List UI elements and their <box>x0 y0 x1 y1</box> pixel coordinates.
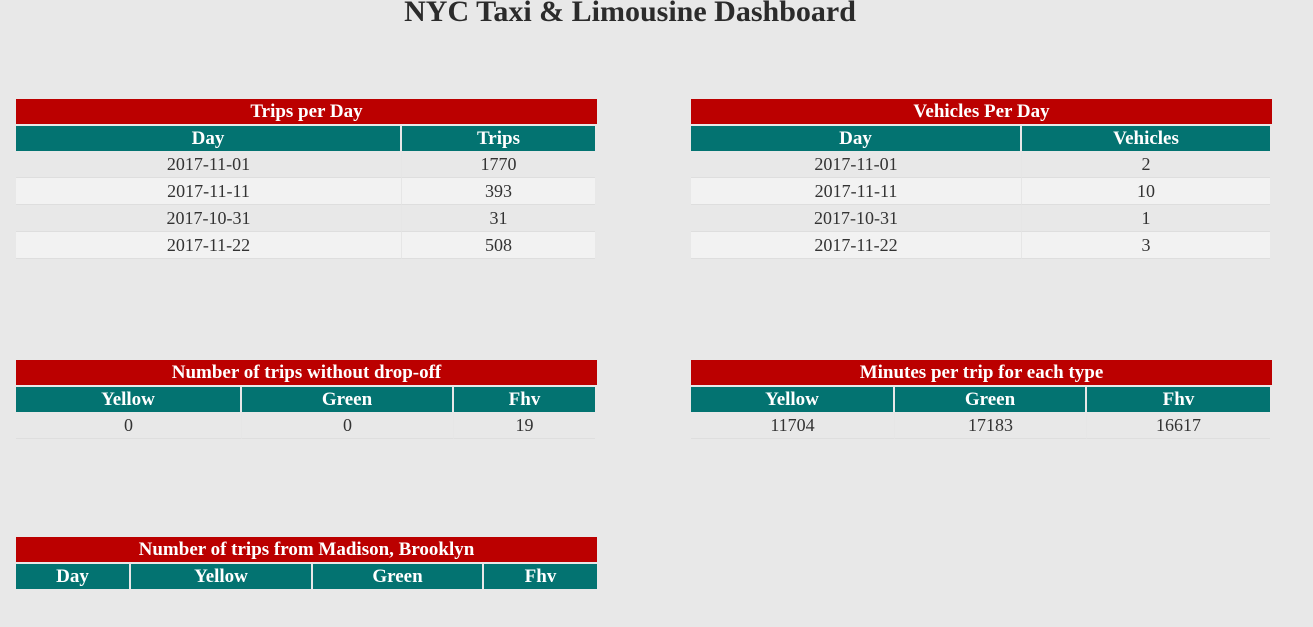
cell-vehicles: 10 <box>1022 178 1270 205</box>
cell-day: 2017-11-01 <box>16 151 402 178</box>
trips-per-day-panel: Trips per Day Day Trips 2017-11-01 1770 … <box>16 99 597 259</box>
minutes-per-trip-caption: Minutes per trip for each type <box>691 360 1272 385</box>
trips-per-day-table: Day Trips 2017-11-01 1770 2017-11-11 393… <box>16 126 595 259</box>
table-row: 11704 17183 16617 <box>691 412 1270 439</box>
trips-without-dropoff-table: Yellow Green Fhv 0 0 19 <box>16 387 595 439</box>
cell-yellow: 11704 <box>691 412 895 439</box>
column-header-yellow: Yellow <box>691 387 895 412</box>
column-header-fhv: Fhv <box>454 387 595 412</box>
cell-day: 2017-10-31 <box>16 205 402 232</box>
column-header-yellow: Yellow <box>131 564 313 589</box>
column-header-day: Day <box>16 564 131 589</box>
column-header-yellow: Yellow <box>16 387 242 412</box>
column-header-green: Green <box>313 564 484 589</box>
cell-green: 17183 <box>895 412 1087 439</box>
table-row: 2017-11-01 1770 <box>16 151 595 178</box>
column-header-green: Green <box>242 387 454 412</box>
table-row: 2017-11-01 2 <box>691 151 1270 178</box>
page-title: NYC Taxi & Limousine Dashboard <box>404 0 856 28</box>
table-header-row: Day Yellow Green Fhv <box>16 564 597 589</box>
column-header-fhv: Fhv <box>1087 387 1270 412</box>
table-row: 2017-11-11 393 <box>16 178 595 205</box>
trips-per-day-caption: Trips per Day <box>16 99 597 124</box>
table-row: 2017-11-22 508 <box>16 232 595 259</box>
column-header-green: Green <box>895 387 1087 412</box>
cell-vehicles: 3 <box>1022 232 1270 259</box>
table-row: 2017-11-11 10 <box>691 178 1270 205</box>
column-header-fhv: Fhv <box>484 564 597 589</box>
column-header-day: Day <box>16 126 402 151</box>
table-header-row: Day Vehicles <box>691 126 1270 151</box>
cell-yellow: 0 <box>16 412 242 439</box>
minutes-per-trip-panel: Minutes per trip for each type Yellow Gr… <box>691 360 1272 439</box>
cell-fhv: 19 <box>454 412 595 439</box>
trips-without-dropoff-panel: Number of trips without drop-off Yellow … <box>16 360 597 439</box>
vehicles-per-day-caption: Vehicles Per Day <box>691 99 1272 124</box>
table-header-row: Yellow Green Fhv <box>16 387 595 412</box>
trips-from-madison-panel: Number of trips from Madison, Brooklyn D… <box>16 537 597 589</box>
vehicles-per-day-panel: Vehicles Per Day Day Vehicles 2017-11-01… <box>691 99 1272 259</box>
cell-day: 2017-10-31 <box>691 205 1022 232</box>
cell-trips: 31 <box>402 205 595 232</box>
cell-green: 0 <box>242 412 454 439</box>
table-row: 2017-10-31 1 <box>691 205 1270 232</box>
cell-vehicles: 1 <box>1022 205 1270 232</box>
cell-day: 2017-11-01 <box>691 151 1022 178</box>
table-row: 2017-10-31 31 <box>16 205 595 232</box>
column-header-day: Day <box>691 126 1022 151</box>
cell-vehicles: 2 <box>1022 151 1270 178</box>
column-header-trips: Trips <box>402 126 595 151</box>
table-header-row: Day Trips <box>16 126 595 151</box>
cell-trips: 1770 <box>402 151 595 178</box>
trips-without-dropoff-caption: Number of trips without drop-off <box>16 360 597 385</box>
cell-trips: 393 <box>402 178 595 205</box>
minutes-per-trip-table: Yellow Green Fhv 11704 17183 16617 <box>691 387 1270 439</box>
cell-day: 2017-11-11 <box>691 178 1022 205</box>
trips-from-madison-caption: Number of trips from Madison, Brooklyn <box>16 537 597 562</box>
table-row: 2017-11-22 3 <box>691 232 1270 259</box>
cell-fhv: 16617 <box>1087 412 1270 439</box>
cell-day: 2017-11-22 <box>691 232 1022 259</box>
trips-from-madison-table: Day Yellow Green Fhv <box>16 564 597 589</box>
table-header-row: Yellow Green Fhv <box>691 387 1270 412</box>
table-row: 0 0 19 <box>16 412 595 439</box>
cell-day: 2017-11-22 <box>16 232 402 259</box>
column-header-vehicles: Vehicles <box>1022 126 1270 151</box>
cell-trips: 508 <box>402 232 595 259</box>
cell-day: 2017-11-11 <box>16 178 402 205</box>
vehicles-per-day-table: Day Vehicles 2017-11-01 2 2017-11-11 10 … <box>691 126 1270 259</box>
